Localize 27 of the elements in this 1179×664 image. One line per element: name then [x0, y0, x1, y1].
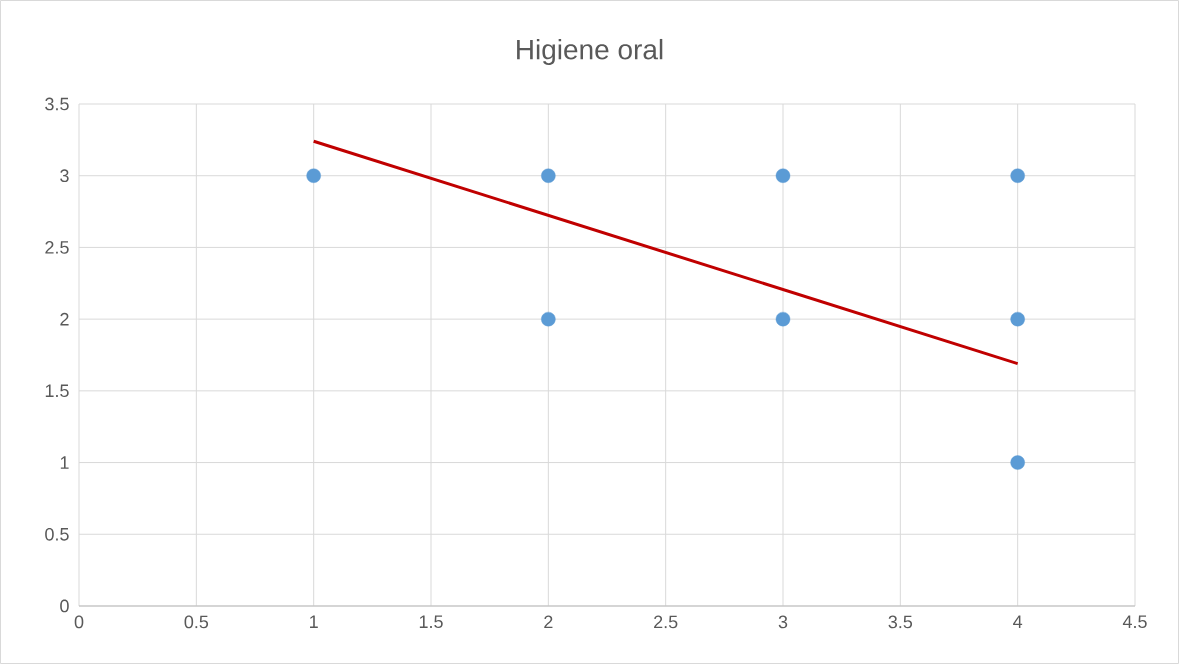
point — [775, 168, 791, 183]
point — [541, 168, 556, 183]
y-tick-label: 2.5 — [45, 241, 69, 254]
y-tick-label: 3.5 — [45, 97, 69, 111]
y-tick-label: 0 — [60, 599, 69, 613]
y-tick-label: 2 — [60, 312, 69, 326]
x-tick-label: 0.5 — [184, 615, 209, 629]
x-tick-label: 2.5 — [654, 615, 678, 629]
x-tick-label: 2 — [544, 615, 553, 629]
x-tick-label: 3.5 — [888, 615, 913, 629]
x-tick-label: 0 — [74, 615, 84, 629]
chart-title: Higiene oral — [517, 38, 663, 66]
point — [1010, 311, 1025, 327]
y-tick-label: 3 — [60, 169, 69, 183]
point — [306, 168, 321, 183]
x-tick-label: 1.5 — [419, 615, 443, 629]
x-tick-label: 4 — [1013, 615, 1023, 628]
x-tick-label: 4.5 — [1122, 615, 1147, 629]
y-tick-label: 0.5 — [45, 527, 69, 541]
point — [1010, 168, 1025, 183]
x-tick-label: 1 — [310, 615, 318, 628]
point — [775, 311, 791, 327]
y-tick-label: 1 — [60, 456, 69, 469]
point — [541, 311, 556, 327]
x-tick-label: 3 — [778, 615, 788, 629]
point — [1010, 455, 1025, 470]
y-tick-label: 1.5 — [45, 384, 69, 398]
